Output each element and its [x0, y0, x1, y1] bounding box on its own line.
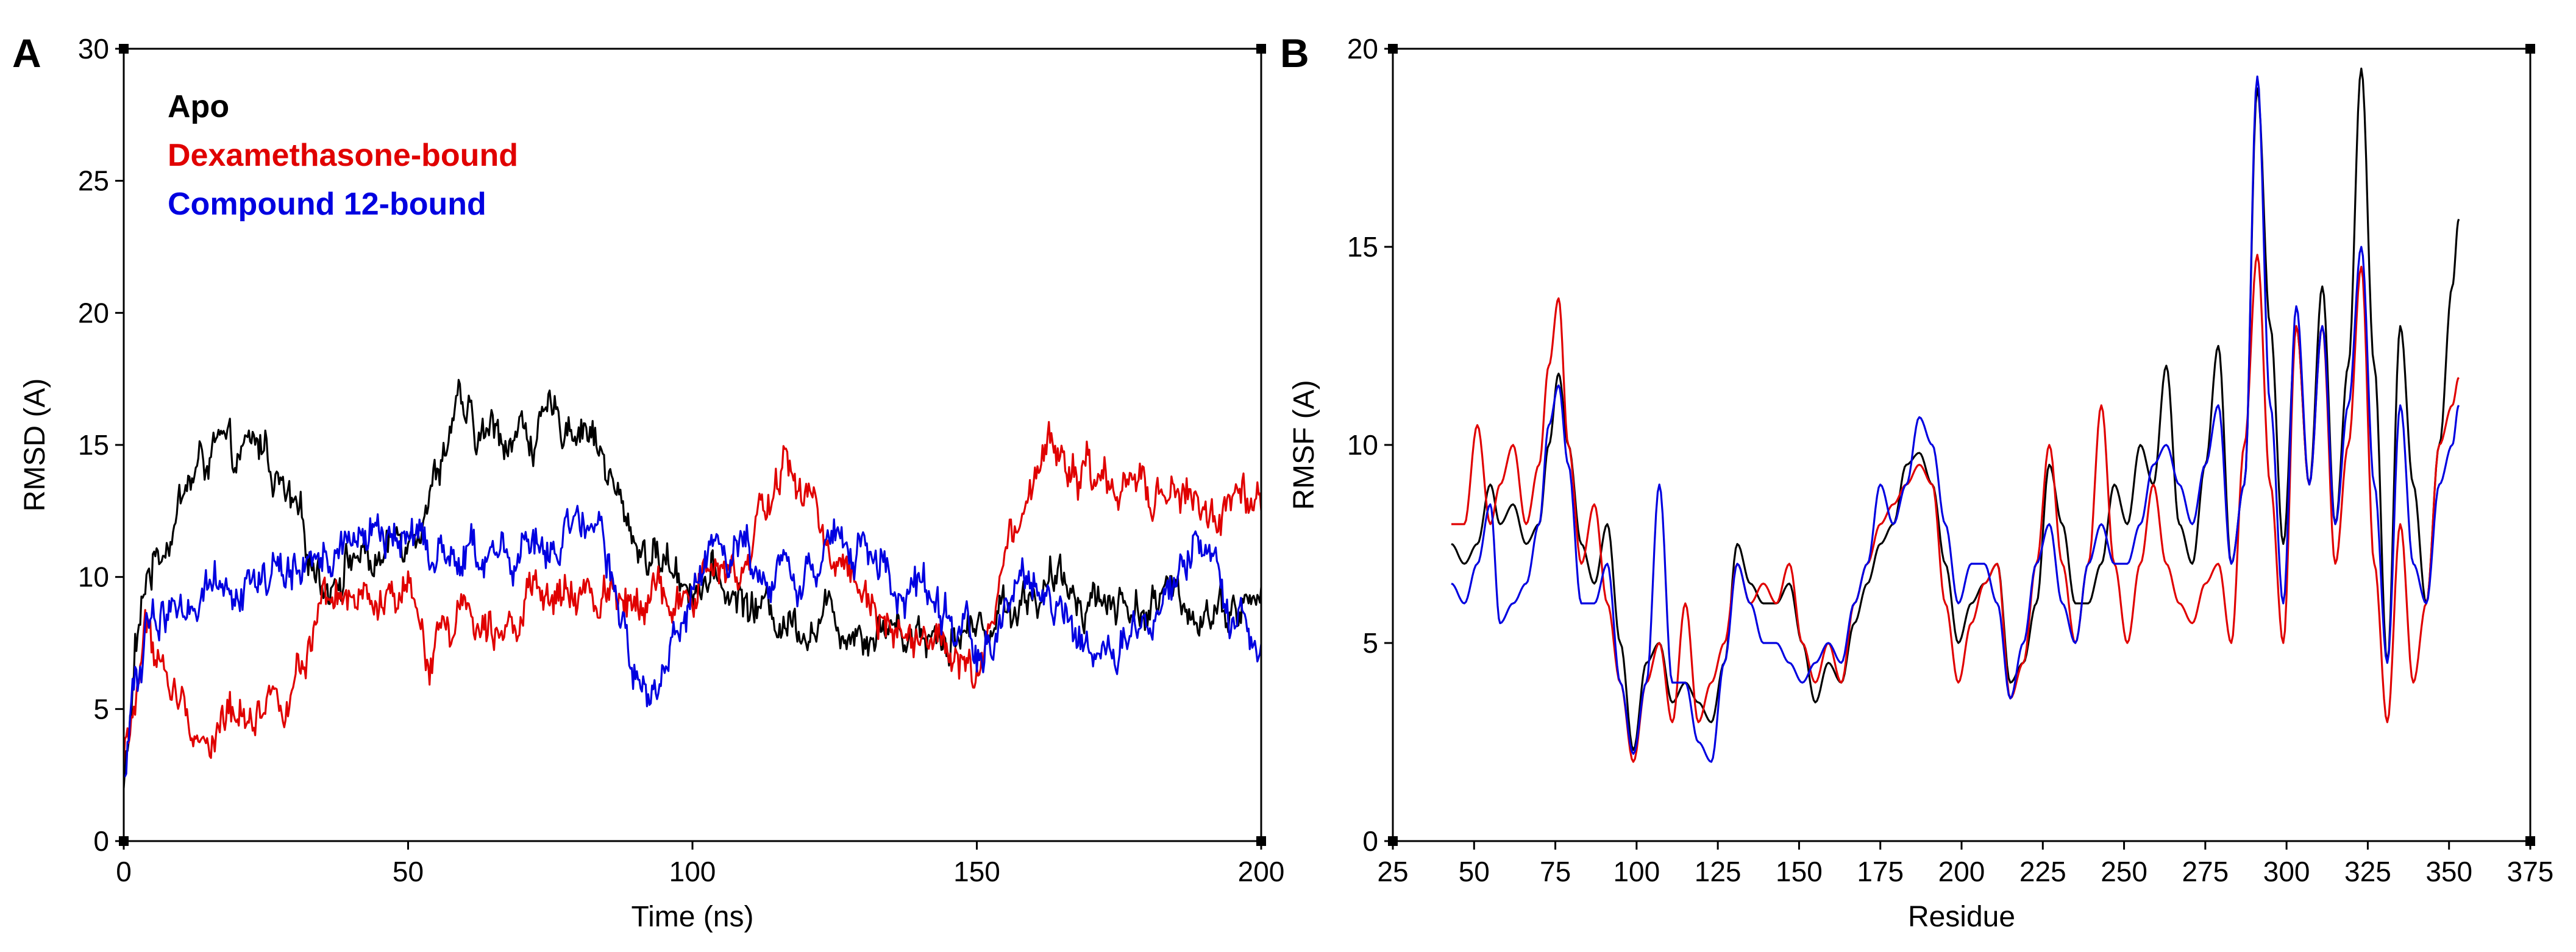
- y-tick-label: 5: [93, 693, 109, 725]
- x-axis-label: Time (ns): [632, 901, 754, 933]
- y-tick-label: 10: [78, 561, 109, 593]
- x-tick-label: 375: [2507, 856, 2554, 887]
- x-tick-label: 300: [2263, 856, 2310, 887]
- y-tick-label: 0: [93, 825, 109, 857]
- series-line-dexamethasone-bound: [1451, 254, 2460, 763]
- y-axis-label: RMSD (A): [19, 378, 51, 512]
- x-tick-label: 25: [1377, 856, 1408, 887]
- series-group: [1451, 67, 2460, 763]
- x-tick-label: 225: [2019, 856, 2066, 887]
- y-tick-label: 15: [1347, 231, 1378, 263]
- panel-a: A 0 50 100 150 200 0 5 10 15 20 25 30 Time (ns) RMSD (…: [12, 30, 1284, 933]
- corner-marker: [2525, 44, 2535, 54]
- y-tick-label: 30: [78, 33, 109, 65]
- x-tick-label: 200: [1938, 856, 1985, 887]
- x-tick-label: 325: [2344, 856, 2391, 887]
- y-axis-label: RMSF (A): [1288, 380, 1320, 510]
- x-tick-label: 150: [953, 856, 1000, 887]
- plot-frame: [1392, 48, 2532, 842]
- x-tick-label: 250: [2101, 856, 2147, 887]
- series-line-dexamethasone-bound: [124, 421, 1261, 766]
- x-tick-label: 125: [1695, 856, 1742, 887]
- panel-label: B: [1280, 30, 1309, 76]
- y-tick-label: 15: [78, 429, 109, 461]
- y-tick-label: 20: [78, 297, 109, 329]
- series-group: [124, 378, 1261, 789]
- x-tick-label: 100: [1613, 856, 1660, 887]
- x-axis-label: Residue: [1908, 901, 2015, 933]
- x-tick-label: 50: [1459, 856, 1490, 887]
- y-tick-label: 10: [1347, 429, 1378, 461]
- corner-marker: [1256, 44, 1266, 54]
- series-line-compound-12-bound: [1451, 75, 2460, 763]
- x-tick-label: 100: [669, 856, 716, 887]
- panel-label: A: [12, 30, 41, 76]
- legend: Apo Dexamethasone-bound Compound 12-bound: [168, 89, 518, 222]
- x-tick-label: 0: [116, 856, 132, 887]
- legend-entry: Dexamethasone-bound: [168, 138, 518, 173]
- x-tick-label: 200: [1238, 856, 1285, 887]
- y-tick-label: 20: [1347, 33, 1378, 65]
- y-tick-label: 0: [1362, 825, 1378, 857]
- x-tick-label: 175: [1857, 856, 1904, 887]
- series-line-apo: [124, 378, 1261, 789]
- panel-b: B25 50 75 100 125 150 175 200 225 250 275 300 325 350…: [1280, 30, 2553, 933]
- series-line-compound-12-bound: [124, 505, 1261, 778]
- x-tick-label: 350: [2425, 856, 2472, 887]
- y-tick-label: 25: [78, 165, 109, 197]
- x-tick-label: 275: [2182, 856, 2229, 887]
- y-tick-label: 5: [1362, 627, 1378, 659]
- x-tick-label: 75: [1540, 856, 1571, 887]
- x-tick-label: 150: [1776, 856, 1823, 887]
- legend-entry: Apo: [168, 89, 229, 124]
- legend-entry: Compound 12-bound: [168, 186, 486, 222]
- series-line-apo: [1451, 67, 2460, 751]
- x-tick-label: 50: [393, 856, 424, 887]
